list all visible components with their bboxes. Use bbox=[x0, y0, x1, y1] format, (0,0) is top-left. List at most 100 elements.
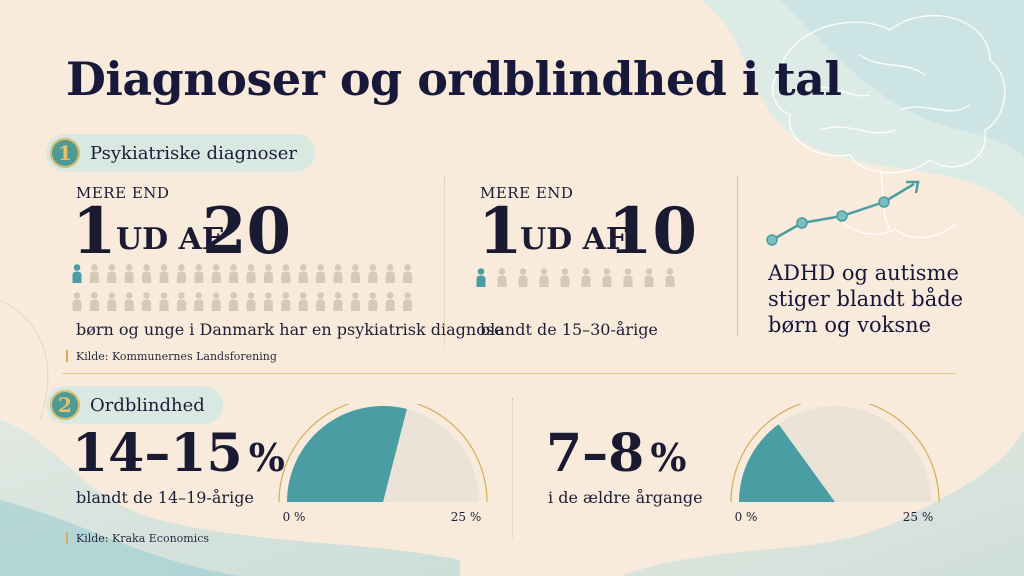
stat-value: 14–15 bbox=[72, 423, 243, 484]
section-label: Psykiatriske diagnoser bbox=[90, 142, 297, 164]
gauge-7-8-percent: 0 % 25 % bbox=[730, 404, 940, 524]
person-figure-icon bbox=[298, 264, 308, 283]
stat1-lead: 1 bbox=[72, 194, 117, 269]
source-2: Kilde: Kraka Economics bbox=[66, 532, 209, 545]
person-figure-icon bbox=[89, 292, 99, 311]
person-figure-icon bbox=[368, 292, 378, 311]
person-figure-icon bbox=[385, 292, 395, 311]
person-figure-icon bbox=[211, 264, 221, 283]
person-figure-icon bbox=[142, 292, 152, 311]
person-figure-icon bbox=[581, 268, 591, 287]
stat2-lead: 1 bbox=[478, 194, 523, 269]
person-figure-icon bbox=[246, 292, 256, 311]
person-figure-icon bbox=[263, 264, 273, 283]
person-figure-icon bbox=[229, 292, 239, 311]
person-figure-icon bbox=[403, 264, 413, 283]
gauge-fill bbox=[287, 405, 407, 502]
person-figure-icon bbox=[350, 264, 360, 283]
stat1-prefix: MERE END bbox=[76, 184, 170, 202]
section-divider bbox=[62, 373, 956, 374]
source-1: Kilde: Kommunernes Landsforening bbox=[66, 350, 277, 363]
person-figure-icon bbox=[159, 292, 169, 311]
person-figure-icon bbox=[176, 264, 186, 283]
section-label: Ordblindhed bbox=[90, 394, 205, 416]
person-figure-icon bbox=[194, 264, 204, 283]
figure-row-1-of-10 bbox=[476, 268, 675, 287]
person-figure-icon bbox=[246, 264, 256, 283]
section-2-header: 2 Ordblindhed bbox=[46, 386, 223, 424]
trend-line-1: ADHD og autisme bbox=[768, 261, 959, 285]
section-1-header: 1 Psykiatriske diagnoser bbox=[46, 134, 315, 172]
person-figure-icon bbox=[560, 268, 570, 287]
gauge-fill bbox=[739, 424, 835, 502]
person-figure-icon bbox=[281, 292, 291, 311]
divider bbox=[512, 398, 513, 538]
gauge-14-15-percent: 0 % 25 % bbox=[278, 404, 488, 524]
dyslexia-stat2-value: 7–8% bbox=[546, 428, 686, 480]
person-figure-icon bbox=[333, 292, 343, 311]
person-figure-icon bbox=[350, 292, 360, 311]
figure-grid-1-of-20 bbox=[72, 264, 413, 311]
person-figure-icon bbox=[298, 292, 308, 311]
stat-unit: % bbox=[248, 435, 285, 480]
person-figure-icon bbox=[107, 292, 117, 311]
person-figure-icon bbox=[124, 264, 134, 283]
person-figure-icon bbox=[107, 264, 117, 283]
trend-line-3: børn og voksne bbox=[768, 313, 932, 337]
person-figure-icon bbox=[623, 268, 633, 287]
person-figure-icon bbox=[316, 292, 326, 311]
person-figure-icon bbox=[176, 292, 186, 311]
person-figure-icon bbox=[497, 268, 507, 287]
page-title: Diagnoser og ordblindhed i tal bbox=[66, 52, 842, 106]
dyslexia-stat1-caption: blandt de 14–19-årige bbox=[76, 488, 254, 507]
stat2-total: 10 bbox=[608, 194, 698, 269]
person-figure-icon bbox=[518, 268, 528, 287]
person-figure-icon bbox=[333, 264, 343, 283]
person-figure-icon bbox=[316, 264, 326, 283]
person-figure-icon bbox=[281, 264, 291, 283]
stat1-caption: børn og unge i Danmark har en psykiatris… bbox=[76, 320, 504, 339]
divider bbox=[737, 176, 738, 336]
gauge-axis-min: 0 % bbox=[735, 510, 758, 524]
person-figure-icon bbox=[368, 264, 378, 283]
person-figure-icon bbox=[229, 264, 239, 283]
trend-line-2: stiger blandt både bbox=[768, 287, 964, 311]
person-figure-icon bbox=[142, 264, 152, 283]
person-figure-icon bbox=[602, 268, 612, 287]
dyslexia-stat2-caption: i de ældre årgange bbox=[548, 488, 703, 507]
stat2-caption: blandt de 15–30-årige bbox=[480, 320, 658, 339]
person-figure-icon bbox=[124, 292, 134, 311]
person-figure-icon bbox=[665, 268, 675, 287]
stat-unit: % bbox=[650, 435, 687, 480]
trend-line-icon bbox=[766, 180, 920, 246]
person-figure-icon bbox=[72, 264, 82, 283]
gauge-outline bbox=[730, 404, 940, 503]
person-figure-icon bbox=[539, 268, 549, 287]
person-figure-icon bbox=[403, 292, 413, 311]
person-figure-icon bbox=[263, 292, 273, 311]
section-number-badge: 1 bbox=[50, 138, 80, 168]
dyslexia-stat1-value: 14–15% bbox=[72, 428, 285, 480]
stat2-prefix: MERE END bbox=[480, 184, 574, 202]
person-figure-icon bbox=[211, 292, 221, 311]
stat-value: 7–8 bbox=[546, 423, 645, 484]
stat1-ud-af: UD AF bbox=[116, 222, 224, 257]
gauge-axis-max: 25 % bbox=[903, 510, 934, 524]
person-figure-icon bbox=[385, 264, 395, 283]
person-figure-icon bbox=[159, 264, 169, 283]
trend-text: ADHD og autisme stiger blandt både børn … bbox=[768, 260, 963, 338]
divider bbox=[444, 176, 445, 346]
person-figure-icon bbox=[476, 268, 486, 287]
stat1-total: 20 bbox=[202, 194, 292, 269]
section-number-badge: 2 bbox=[50, 390, 80, 420]
stat2-ud-af: UD AF bbox=[520, 222, 628, 257]
person-figure-icon bbox=[194, 292, 204, 311]
person-figure-icon bbox=[72, 292, 82, 311]
gauge-axis-max: 25 % bbox=[451, 510, 482, 524]
gauge-axis-min: 0 % bbox=[283, 510, 306, 524]
person-figure-icon bbox=[644, 268, 654, 287]
gauge-outline bbox=[278, 404, 488, 503]
person-figure-icon bbox=[89, 264, 99, 283]
brain-illustration bbox=[771, 14, 1006, 239]
